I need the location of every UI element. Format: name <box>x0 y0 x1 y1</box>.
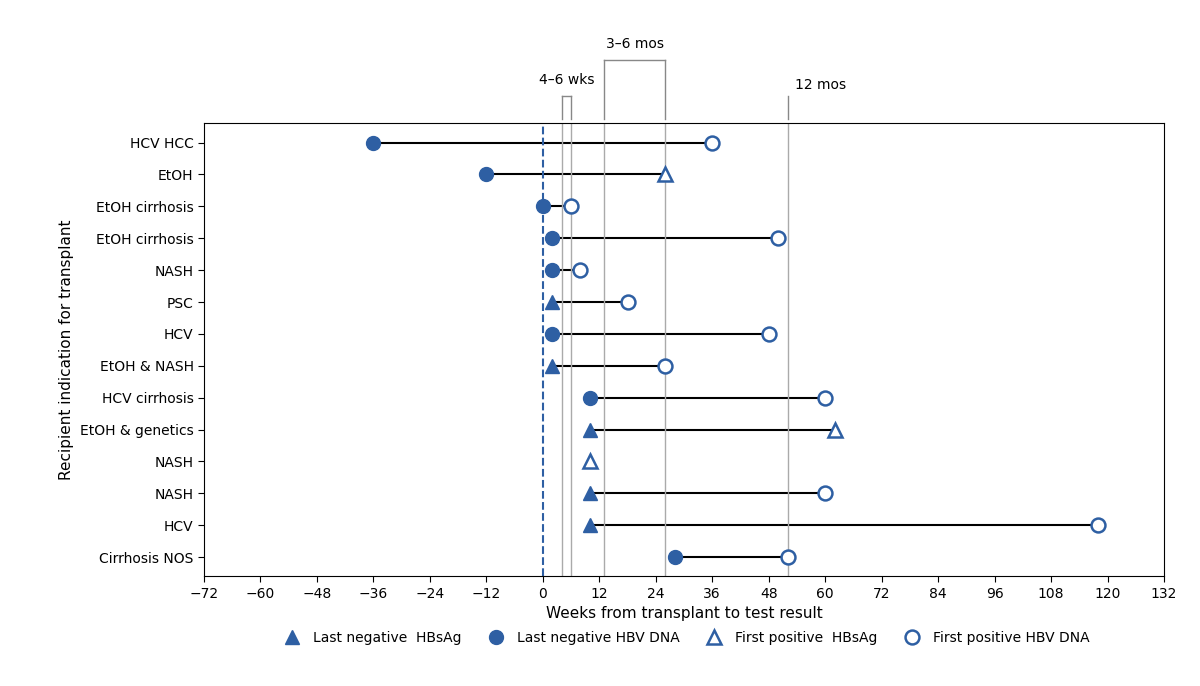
X-axis label: Weeks from transplant to test result: Weeks from transplant to test result <box>546 606 822 622</box>
Text: 12 mos: 12 mos <box>794 78 846 92</box>
Text: 4–6 wks: 4–6 wks <box>539 73 594 87</box>
Text: 3–6 mos: 3–6 mos <box>606 37 664 51</box>
Legend: Last negative  HBsAg, Last negative HBV DNA, First positive  HBsAg, First positi: Last negative HBsAg, Last negative HBV D… <box>272 626 1096 651</box>
Y-axis label: Recipient indication for transplant: Recipient indication for transplant <box>59 220 74 480</box>
